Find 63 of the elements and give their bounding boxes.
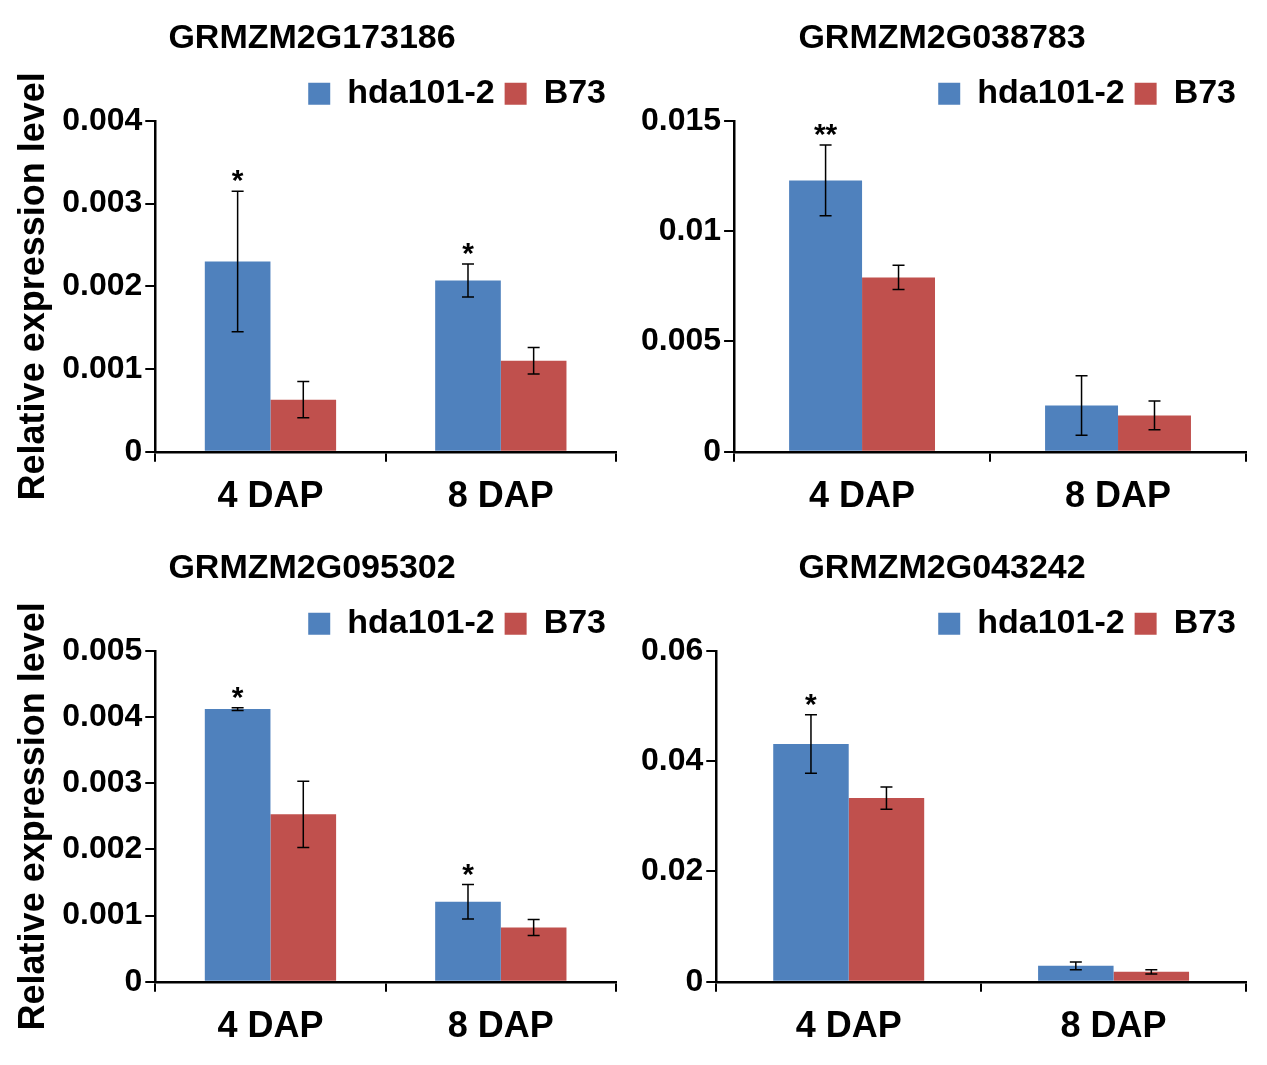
y-tick-label: 0: [124, 961, 143, 998]
x-tick-label: 8 DAP: [1060, 1004, 1167, 1046]
y-tick-label: 0.005: [62, 630, 143, 667]
legend-label: B73: [543, 72, 606, 111]
chart-title: GRMZM2G038783: [798, 16, 1086, 55]
bar: [1045, 405, 1119, 451]
legend-label: hda101-2: [347, 602, 495, 641]
y-tick-label: 0: [124, 431, 143, 468]
bar: [1038, 965, 1114, 981]
bar: [789, 180, 863, 451]
y-tick-label: 0.005: [641, 321, 722, 358]
y-tick-label: 0.04: [641, 740, 704, 777]
x-tick-label: 4 DAP: [217, 474, 324, 516]
y-tick-label: 0.004: [62, 100, 143, 137]
x-tick-label: 8 DAP: [1065, 474, 1172, 516]
bar: [500, 927, 567, 981]
bar: [500, 360, 567, 451]
bar: [435, 901, 501, 981]
x-tick-label: 8 DAP: [447, 1004, 554, 1046]
x-tick-label: 4 DAP: [795, 1004, 902, 1046]
y-tick-label: 0.003: [62, 183, 143, 220]
y-tick-label: 0.001: [62, 895, 143, 932]
legend-label: B73: [1173, 602, 1236, 641]
y-axis-title: Relative expression level: [10, 602, 52, 1031]
y-tick-label: 0.003: [62, 763, 143, 800]
bar: [1113, 971, 1190, 981]
y-tick-label: 0.002: [62, 266, 143, 303]
y-axis-title: Relative expression level: [10, 72, 52, 501]
x-tick-label: 4 DAP: [217, 1004, 324, 1046]
y-tick-label: 0.001: [62, 348, 143, 385]
y-tick-label: 0.06: [641, 630, 704, 667]
legend-label: B73: [1173, 72, 1236, 111]
bar: [1118, 415, 1191, 451]
x-tick-label: 8 DAP: [447, 474, 554, 516]
annotation: *: [462, 856, 475, 890]
y-tick-label: 0.002: [62, 829, 143, 866]
bar: [862, 277, 936, 451]
y-tick-label: 0.01: [658, 210, 722, 247]
y-tick-label: 0: [685, 961, 704, 998]
y-tick-label: 0: [703, 431, 722, 468]
chart-title: GRMZM2G043242: [798, 546, 1086, 585]
annotation: *: [231, 680, 244, 713]
bar: [773, 744, 849, 981]
bar: [204, 261, 271, 451]
annotation: *: [805, 687, 818, 721]
y-tick-label: 0.02: [641, 851, 704, 888]
annotation: **: [813, 117, 838, 151]
bar: [848, 798, 925, 981]
legend-label: hda101-2: [977, 602, 1125, 641]
bar: [270, 814, 337, 981]
bar: [435, 280, 501, 451]
chart-title: GRMZM2G095302: [168, 546, 456, 585]
chart-title: GRMZM2G173186: [168, 16, 456, 55]
y-tick-label: 0.004: [62, 696, 143, 733]
legend-label: hda101-2: [347, 72, 495, 111]
legend-label: B73: [543, 602, 606, 641]
y-tick-label: 0.015: [641, 100, 722, 137]
bar: [270, 399, 337, 451]
bar: [204, 709, 271, 981]
legend-label: hda101-2: [977, 72, 1125, 111]
x-tick-label: 4 DAP: [809, 474, 916, 516]
annotation: *: [462, 236, 475, 270]
annotation: *: [231, 163, 244, 197]
